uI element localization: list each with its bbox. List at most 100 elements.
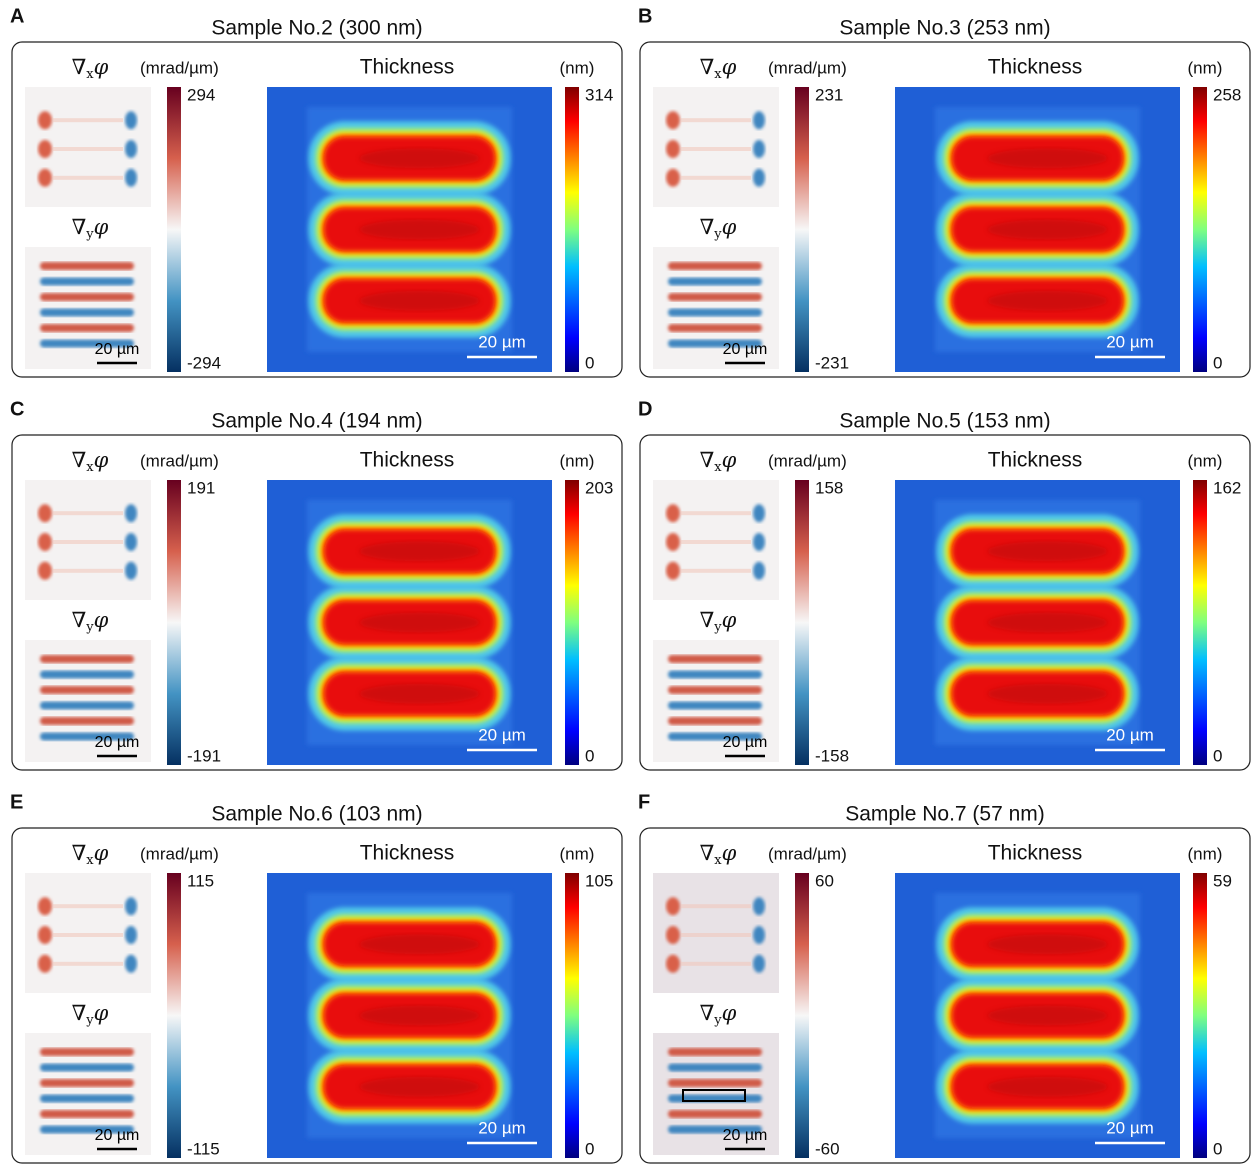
thickness-max: 162 (1213, 478, 1241, 497)
stripe (40, 324, 134, 332)
panel-letter: A (10, 5, 24, 27)
gradient-label: ∇yφ (700, 1001, 737, 1028)
scale-bar-label: 20 µm (723, 341, 768, 358)
thickness-unit: (nm) (1188, 451, 1223, 470)
gradient-label: ∇yφ (72, 1001, 109, 1028)
thickness-core (988, 291, 1108, 311)
thickness-unit: (nm) (1188, 844, 1223, 863)
thickness-min: 0 (585, 353, 594, 372)
phase-colorbar (795, 480, 809, 765)
phase-unit: (mrad/µm) (140, 451, 219, 470)
panel-title: Sample No.2 (300 nm) (211, 17, 422, 40)
panel-letter: B (638, 5, 652, 27)
scale-bar-label: 20 µm (95, 341, 140, 358)
blue-spot (125, 111, 137, 129)
panel: CSample No.4 (194 nm)∇xφ∇yφ(mrad/µm)20 µ… (10, 398, 622, 770)
stripe (668, 293, 762, 301)
blue-spot (125, 504, 137, 522)
blue-spot (753, 955, 765, 973)
stripe (668, 1079, 762, 1087)
phase-max: 115 (187, 871, 214, 890)
thickness-min: 0 (585, 1139, 594, 1158)
blue-spot (753, 897, 765, 915)
red-spot (666, 533, 680, 551)
panel-letter: C (10, 398, 24, 420)
thickness-max: 314 (585, 85, 613, 104)
faint-stripe (53, 176, 123, 180)
variable: φ (722, 215, 737, 239)
phase-max: 191 (187, 478, 215, 497)
panel: BSample No.3 (253 nm)∇xφ∇yφ(mrad/µm)20 µ… (638, 5, 1250, 377)
phase-unit: (mrad/µm) (140, 844, 219, 863)
phase-unit: (mrad/µm) (768, 451, 847, 470)
thickness-unit: (nm) (560, 844, 595, 863)
red-spot (666, 140, 680, 158)
operator: ∇ (700, 448, 715, 472)
thickness-unit: (nm) (560, 451, 595, 470)
thickness-label: Thickness (988, 842, 1083, 865)
operator: ∇ (700, 608, 715, 632)
operator: ∇ (72, 448, 87, 472)
thickness-core (988, 541, 1108, 561)
panel-title: Sample No.5 (153 nm) (839, 410, 1050, 433)
thickness-core (360, 220, 480, 240)
scale-bar-label: 20 µm (95, 1127, 140, 1144)
thickness-unit: (nm) (560, 58, 595, 77)
blue-spot (125, 533, 137, 551)
thickness-max: 203 (585, 478, 613, 497)
variable: φ (94, 55, 109, 79)
phase-min: -294 (187, 353, 221, 372)
gradient-label: ∇xφ (700, 55, 737, 82)
thickness-core (360, 684, 480, 704)
thickness-core (988, 934, 1108, 954)
stripe (668, 1064, 762, 1072)
phase-unit: (mrad/µm) (140, 58, 219, 77)
stripe (40, 671, 134, 679)
faint-stripe (53, 569, 123, 573)
figure: A Sample No.2 (300 nm) ∇xφ ∇yφ (mrad/µm) 20 µ… (0, 0, 1257, 1168)
operator: ∇ (72, 215, 87, 239)
phase-unit: (mrad/µm) (768, 58, 847, 77)
thickness-max: 105 (585, 871, 613, 890)
stripe (668, 324, 762, 332)
variable: φ (722, 1001, 737, 1025)
phase-min: -115 (187, 1139, 220, 1158)
thickness-label: Thickness (360, 842, 455, 865)
variable: φ (722, 608, 737, 632)
red-spot (38, 169, 52, 187)
blue-spot (753, 504, 765, 522)
stripe (40, 717, 134, 725)
faint-stripe (681, 176, 751, 180)
phase-colorbar (167, 873, 181, 1158)
phase-min: -60 (815, 1139, 840, 1158)
red-spot (38, 955, 52, 973)
stripe (668, 1048, 762, 1056)
phase-min: -191 (187, 746, 221, 765)
phase-colorbar (167, 87, 181, 372)
thickness-colorbar (565, 87, 579, 372)
stripe (668, 686, 762, 694)
stripe (40, 1095, 134, 1103)
blue-spot (753, 533, 765, 551)
operator: ∇ (72, 1001, 87, 1025)
thickness-core (988, 684, 1108, 704)
red-spot (38, 926, 52, 944)
red-spot (666, 562, 680, 580)
gradient-label: ∇yφ (700, 608, 737, 635)
faint-stripe (681, 540, 751, 544)
thickness-min: 0 (1213, 746, 1222, 765)
thickness-core (988, 1077, 1108, 1097)
faint-stripe (53, 962, 123, 966)
thickness-core (988, 1006, 1108, 1026)
gradient-label: ∇xφ (72, 448, 109, 475)
operator: ∇ (72, 841, 87, 865)
faint-stripe (53, 147, 123, 151)
thickness-colorbar (565, 873, 579, 1158)
thickness-core (988, 613, 1108, 633)
operator: ∇ (700, 1001, 715, 1025)
panel-letter: E (10, 791, 23, 813)
blue-spot (125, 140, 137, 158)
thickness-core (360, 613, 480, 633)
stripe (40, 1048, 134, 1056)
variable: φ (94, 1001, 109, 1025)
